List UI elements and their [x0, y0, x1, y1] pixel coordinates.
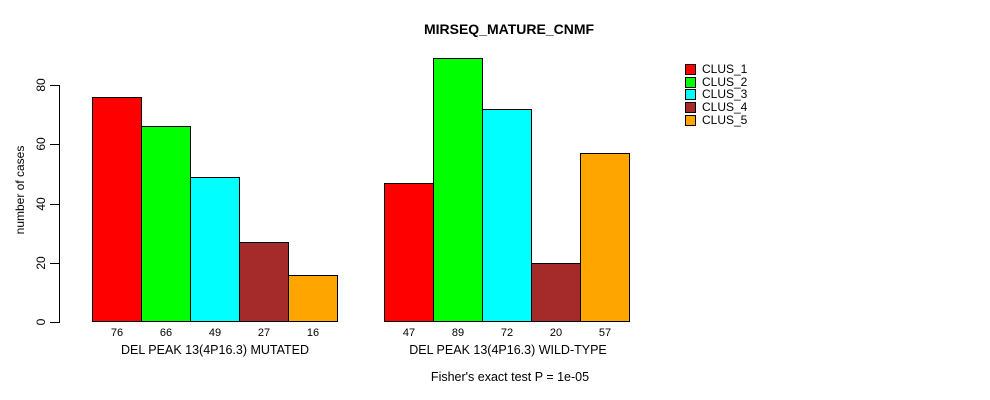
chart-title: MIRSEQ_MATURE_CNMF	[423, 21, 595, 37]
legend-label-clus-4: CLUS_4	[702, 100, 748, 115]
bar-value-label: 66	[159, 327, 173, 339]
y-axis-label: number of cases	[13, 145, 27, 235]
bar-clus-1-mutated	[92, 96, 142, 322]
bar-clus-2-wild-type	[433, 58, 483, 322]
legend-swatch-clus-4	[685, 102, 696, 114]
y-axis-tick-label: 80	[34, 78, 48, 92]
bar-clus-3-mutated	[190, 176, 240, 322]
bar-value-label: 47	[402, 327, 416, 339]
legend-label-clus-3: CLUS_3	[702, 87, 748, 102]
y-axis-tick-label: 60	[34, 137, 48, 151]
legend-swatch-clus-3	[685, 89, 696, 101]
legend-label-clus-5: CLUS_5	[702, 112, 748, 127]
y-axis-tick-label: 20	[34, 256, 48, 270]
y-axis-tick	[50, 85, 59, 86]
y-axis-tick	[50, 262, 59, 264]
group-label-mutated: DEL PEAK 13(4P16.3) MUTATED	[120, 343, 310, 357]
bar-value-label: 57	[598, 327, 612, 339]
y-axis-line	[59, 85, 60, 323]
legend-swatch-clus-1	[685, 64, 696, 75]
footnote-fishers-test: Fisher's exact test P = 1e-05	[430, 370, 590, 384]
y-axis-tick-label: 0	[34, 318, 48, 326]
legend-label-clus-2: CLUS_2	[702, 74, 748, 89]
y-axis-tick	[50, 144, 59, 146]
legend-label-clus-1: CLUS_1	[702, 62, 748, 76]
bar-value-label: 27	[257, 327, 271, 339]
bar-value-label: 76	[110, 327, 124, 339]
bar-value-label: 89	[451, 327, 465, 339]
bar-value-label: 20	[549, 327, 563, 339]
y-axis-tick	[50, 322, 59, 323]
bar-value-label: 16	[306, 327, 320, 339]
y-axis-tick	[50, 203, 59, 205]
y-axis-tick-label: 40	[34, 196, 48, 211]
bar-clus-4-mutated	[239, 242, 289, 322]
bar-clus-2-mutated	[141, 126, 191, 322]
bar-clus-5-mutated	[288, 274, 338, 322]
bar-clus-3-wild-type	[482, 108, 532, 322]
bar-clus-5-wild-type	[580, 153, 630, 322]
legend-swatch-clus-5	[685, 114, 696, 126]
group-label-wild-type: DEL PEAK 13(4P16.3) WILD-TYPE	[409, 343, 607, 357]
bar-clus-1-wild-type	[384, 182, 434, 322]
bar-value-label: 72	[500, 327, 514, 339]
legend-swatch-clus-2	[685, 76, 696, 88]
bar-clus-4-wild-type	[531, 262, 581, 322]
bar-value-label: 49	[208, 327, 222, 339]
